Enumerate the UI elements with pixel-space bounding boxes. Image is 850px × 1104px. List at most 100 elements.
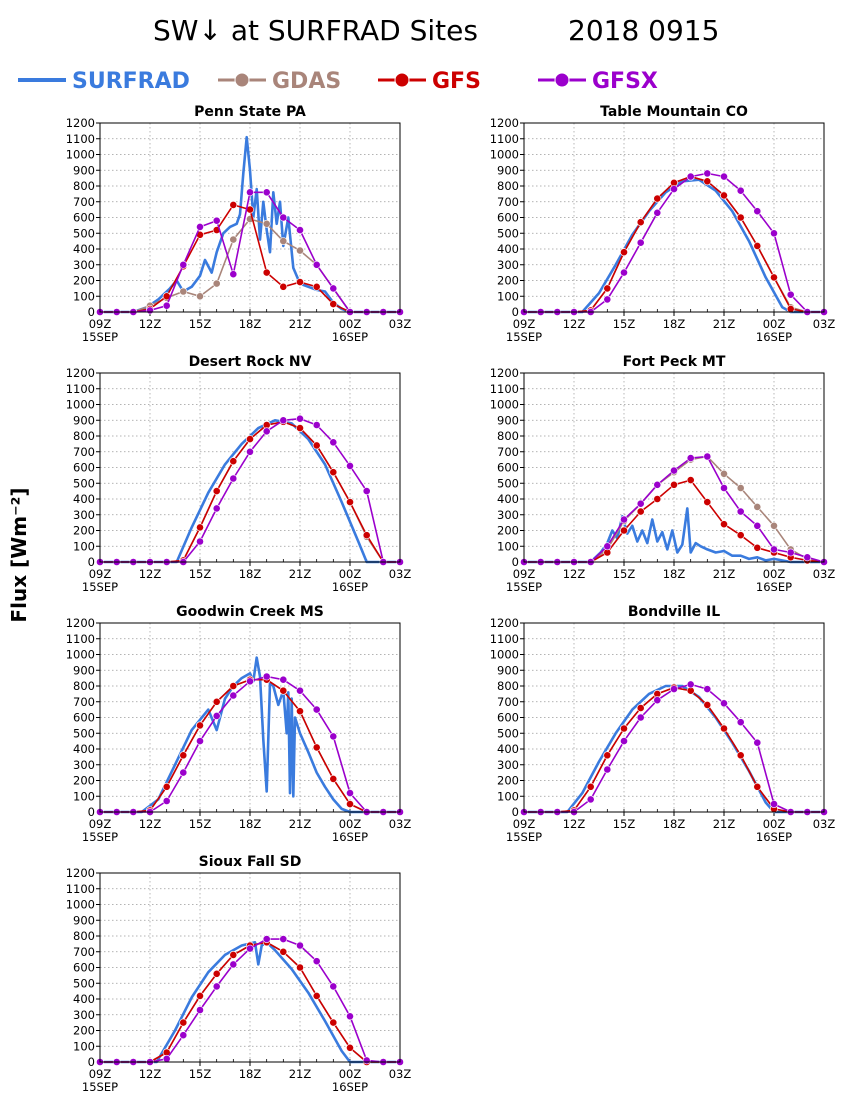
figure-title: SW↓ at SURFRAD Sites xyxy=(153,14,478,47)
data-point-gfs xyxy=(703,177,712,186)
y-tick-label: 700 xyxy=(73,445,95,459)
data-point-gfsx xyxy=(246,447,254,456)
data-point-gfsx xyxy=(753,521,762,530)
data-point-gfsx xyxy=(636,713,645,722)
y-tick-label: 500 xyxy=(497,226,519,240)
x-tick-label: 03Z xyxy=(389,567,412,581)
x-tick-label: 09Z xyxy=(89,1067,112,1081)
data-point-gfsx xyxy=(620,268,628,277)
data-point-gfs xyxy=(703,498,712,506)
x-tick-label: 09Z xyxy=(89,317,112,331)
legend-marker-gfs xyxy=(394,72,410,88)
y-tick-label: 500 xyxy=(73,476,95,490)
data-point-gfs xyxy=(736,751,745,760)
y-tick-label: 600 xyxy=(497,461,519,475)
data-point-gdas xyxy=(296,246,304,255)
data-point-gfsx xyxy=(212,504,221,513)
data-point-gfsx xyxy=(720,172,728,181)
y-tick-label: 0 xyxy=(512,805,519,819)
y-tick-label: 1100 xyxy=(490,632,519,646)
data-point-gfsx xyxy=(329,438,338,447)
data-point-gfs xyxy=(703,701,712,709)
data-point-gfsx xyxy=(229,691,238,700)
panel-title: Desert Rock NV xyxy=(189,354,312,370)
data-point-gfsx xyxy=(262,427,271,436)
y-tick-label: 700 xyxy=(497,445,519,459)
data-point-gfsx xyxy=(670,185,678,193)
data-point-gfsx xyxy=(703,169,712,178)
data-point-gfsx xyxy=(346,461,354,470)
y-tick-label: 600 xyxy=(73,711,95,725)
y-tick-label: 200 xyxy=(73,774,95,788)
data-point-gfsx xyxy=(229,474,238,483)
data-point-gdas xyxy=(279,237,288,245)
data-point-gfsx xyxy=(586,795,595,804)
y-tick-label: 0 xyxy=(88,305,95,319)
y-tick-label: 600 xyxy=(497,711,519,725)
y-tick-label: 500 xyxy=(73,226,95,240)
y-tick-label: 1200 xyxy=(490,616,519,630)
data-point-gfsx xyxy=(603,765,612,774)
x-tick-label: 12Z xyxy=(563,317,586,331)
y-tick-label: 400 xyxy=(497,492,519,506)
x-tick-label: 09Z xyxy=(513,817,536,831)
data-point-gfs xyxy=(196,992,204,1000)
data-point-gfsx xyxy=(279,213,288,222)
data-point-gfs xyxy=(279,686,288,695)
y-tick-label: 100 xyxy=(73,1039,95,1053)
panel-title: Goodwin Creek MS xyxy=(176,604,324,620)
data-point-gfsx xyxy=(246,944,254,953)
legend: SURFRAD GDAS GFS GFSX xyxy=(18,69,658,94)
data-point-gfs xyxy=(362,531,371,540)
data-point-gfs xyxy=(312,441,321,450)
figure-date: 2018 0915 xyxy=(568,14,719,47)
y-tick-label: 1100 xyxy=(490,382,519,396)
data-point-gfs xyxy=(586,782,595,791)
data-point-gfsx xyxy=(196,537,204,546)
y-tick-label: 200 xyxy=(497,274,519,288)
data-point-gfs xyxy=(753,241,762,250)
data-point-gfsx xyxy=(703,685,712,693)
data-point-gfsx xyxy=(229,270,238,279)
data-point-gfsx xyxy=(212,712,221,720)
y-tick-label: 900 xyxy=(73,413,95,427)
x-subtick-label: 16SEP xyxy=(332,580,368,594)
x-tick-label: 15Z xyxy=(613,817,636,831)
x-tick-label: 12Z xyxy=(139,817,162,831)
data-point-gfs xyxy=(279,282,288,291)
data-point-gfs xyxy=(212,697,221,706)
x-tick-label: 21Z xyxy=(713,567,736,581)
x-tick-label: 03Z xyxy=(389,1067,412,1081)
data-point-gdas xyxy=(229,235,238,244)
x-subtick-label: 15SEP xyxy=(82,580,118,594)
x-subtick-label: 16SEP xyxy=(756,330,792,344)
y-tick-label: 300 xyxy=(497,758,519,772)
data-point-gfsx xyxy=(736,507,745,516)
y-tick-label: 1100 xyxy=(66,382,95,396)
data-point-gfsx xyxy=(786,548,795,557)
y-tick-label: 500 xyxy=(497,476,519,490)
x-tick-label: 00Z xyxy=(763,317,786,331)
data-point-gfsx xyxy=(279,416,288,425)
x-tick-label: 03Z xyxy=(389,817,412,831)
y-tick-label: 1100 xyxy=(66,882,95,896)
data-point-gfs xyxy=(296,424,304,432)
data-point-gfsx xyxy=(770,800,778,808)
y-tick-label: 200 xyxy=(497,524,519,538)
data-point-gfs xyxy=(686,476,695,484)
data-point-gfsx xyxy=(686,454,695,462)
data-point-gfsx xyxy=(296,941,304,950)
y-tick-label: 1000 xyxy=(490,648,519,662)
y-tick-label: 100 xyxy=(73,789,95,803)
data-point-gfs xyxy=(296,278,304,286)
x-tick-label: 15Z xyxy=(189,817,212,831)
x-tick-label: 21Z xyxy=(289,317,312,331)
y-tick-label: 200 xyxy=(73,524,95,538)
data-point-gfs xyxy=(736,531,745,540)
data-point-gfs xyxy=(786,304,795,313)
data-point-gdas xyxy=(212,279,221,288)
data-point-gfsx xyxy=(296,226,304,234)
data-point-gdas xyxy=(262,219,271,228)
x-subtick-label: 16SEP xyxy=(332,830,368,844)
data-point-gfsx xyxy=(653,696,662,705)
